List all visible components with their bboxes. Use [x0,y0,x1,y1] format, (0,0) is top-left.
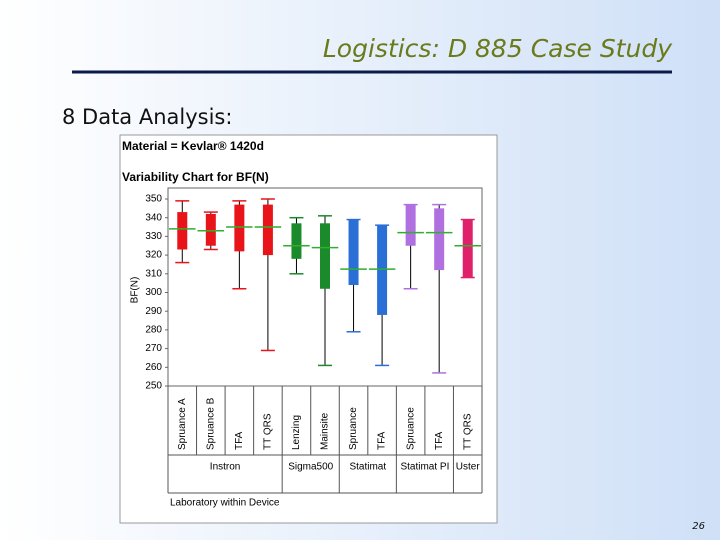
lab-label: Spruance [348,407,359,450]
chart-frame [119,134,498,524]
spread-box [177,212,188,250]
lab-label: Spruance B [205,397,216,450]
chart-subtitle: Variability Chart for BF(N) [122,170,269,184]
y-tick-label: 320 [145,250,162,261]
spread-box [262,204,273,256]
lab-label: TT QRS [263,413,274,450]
spread-box [320,223,330,289]
y-tick-label: 280 [145,325,162,336]
chart-title: Material = Kevlar® 1420d [122,139,264,153]
spread-box [405,204,416,246]
lab-label: Spruance [405,407,416,450]
lab-label: TFA [234,431,245,450]
spread-box [348,219,359,286]
device-label: Uster [456,462,481,473]
lab-label: Mainsite [320,412,331,450]
heading: 8 Data Analysis: [62,105,232,129]
slide-title: Logistics: D 885 Case Study [323,34,673,63]
y-tick-label: 300 [145,287,162,298]
lab-label: Lenzing [291,415,302,450]
y-tick-label: 290 [145,306,162,317]
lab-label: TFA [377,431,388,450]
device-label: Instron [210,462,241,473]
y-tick-label: 260 [145,362,162,373]
lab-label: TT QRS [462,413,473,450]
spread-box [291,223,302,259]
plot-frame [167,187,483,387]
spread-box [462,219,473,278]
spread-box [434,208,445,271]
spread-box [377,225,388,315]
spread-box [234,204,245,252]
spread-box [205,213,216,246]
x-axis-label: Laboratory within Device [170,498,280,509]
y-tick-label: 340 [145,212,162,223]
device-label: Statimat [349,462,386,473]
y-axis-label: BF(N) [130,277,141,304]
lab-label: Spruance A [177,398,188,450]
lab-label: TFA [434,431,445,450]
y-tick-label: 310 [145,268,162,279]
y-tick-label: 250 [145,381,162,392]
y-tick-label: 330 [145,231,162,242]
device-label: Sigma500 [288,462,333,473]
page-number: 26 [692,521,705,532]
y-tick-label: 350 [145,194,162,205]
y-tick-label: 270 [145,343,162,354]
device-label: Statimat PI [400,462,449,473]
